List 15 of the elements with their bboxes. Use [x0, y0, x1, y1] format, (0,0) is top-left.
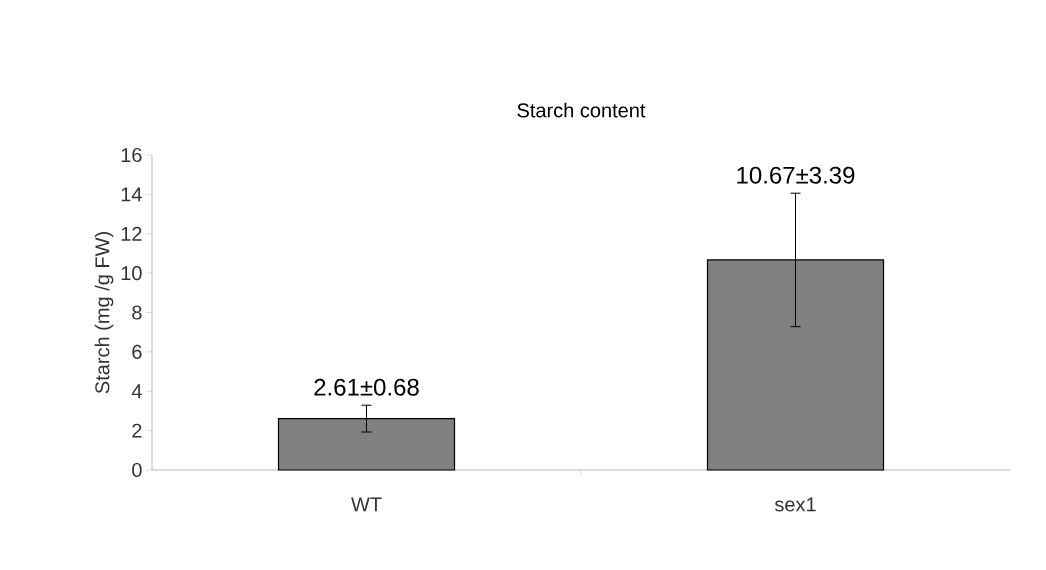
data-label: 10.67±3.39	[737, 166, 855, 184]
y-tick-label: 2	[132, 423, 142, 438]
y-tick-label: 12	[121, 226, 142, 241]
y-tick-label: 16	[121, 147, 142, 163]
y-tick-label: 14	[121, 187, 142, 202]
y-tick-label: 0	[132, 462, 142, 478]
chart-title: Starch content	[517, 102, 646, 118]
y-axis-title: Starch (mg /g FW)	[94, 232, 114, 394]
data-label: 2.61±0.68	[314, 378, 419, 396]
x-tick-label: WT	[351, 497, 382, 512]
y-tick-label: 4	[131, 384, 142, 399]
y-tick-label: 10	[121, 266, 142, 281]
y-tick-label: 8	[132, 305, 142, 320]
y-tick-label: 6	[132, 344, 142, 359]
x-tick-label: sex1	[774, 497, 816, 512]
